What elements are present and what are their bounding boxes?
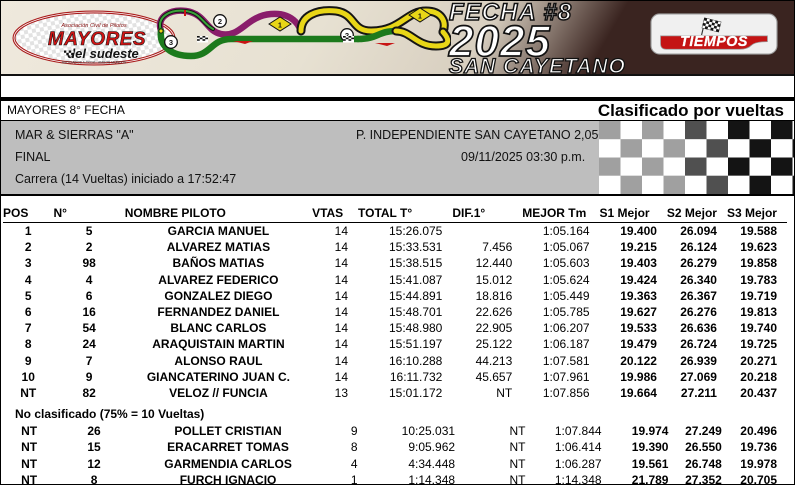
svg-text:ASOCIADOS A CCDK - AMBOS MUNDO: ASOCIADOS A CCDK - AMBOS MUNDOS [62,61,127,65]
svg-text:del sudeste: del sudeste [67,46,139,61]
svg-text:1: 1 [278,22,282,29]
svg-text:1: 1 [418,13,422,20]
svg-text:3: 3 [169,38,173,47]
svg-text:TIEMPOS: TIEMPOS [680,34,748,50]
svg-text:2: 2 [218,17,222,26]
